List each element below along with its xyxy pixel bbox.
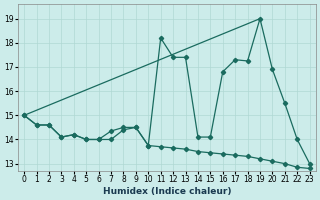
X-axis label: Humidex (Indice chaleur): Humidex (Indice chaleur)	[103, 187, 231, 196]
